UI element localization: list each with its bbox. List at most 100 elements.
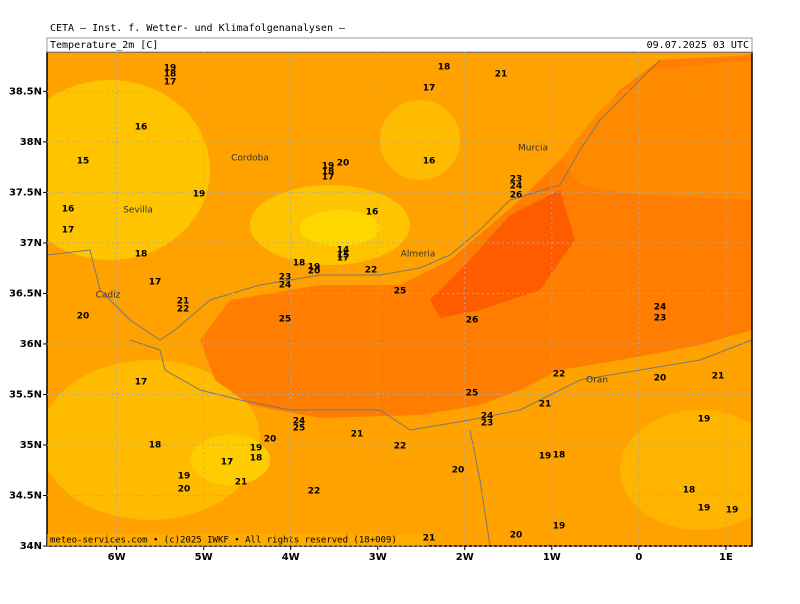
contour-label: 16 xyxy=(423,157,436,167)
contour-label: 24 xyxy=(481,412,494,422)
x-tick-label: 0 xyxy=(635,552,642,563)
contour-label: 19 xyxy=(726,506,739,516)
contour-label: 17 xyxy=(164,78,177,88)
contour-label: 15 xyxy=(337,251,350,261)
contour-label: 20 xyxy=(452,466,465,476)
contour-label: 19 xyxy=(250,444,263,454)
x-tick-label: 4W xyxy=(282,552,300,563)
place-label: Oran xyxy=(586,376,608,386)
y-tick-label: 38.5N xyxy=(9,86,42,97)
place-label: Cordoba xyxy=(231,154,269,164)
contour-label: 23 xyxy=(654,314,667,324)
contour-label: 19 xyxy=(553,522,566,532)
place-label: Murcia xyxy=(518,144,548,154)
contour-label: 17 xyxy=(149,278,162,288)
contour-label: 20 xyxy=(308,267,321,277)
contour-label: 18 xyxy=(438,63,451,73)
x-tick-label: 2W xyxy=(456,552,474,563)
contour-label: 24 xyxy=(293,417,306,427)
contour-label: 16 xyxy=(62,205,75,215)
place-label: Cadiz xyxy=(96,291,121,301)
footer-bg xyxy=(47,534,427,546)
y-tick-label: 38N xyxy=(20,137,42,148)
y-tick-label: 36N xyxy=(20,339,42,350)
header: CETA – Inst. f. Wetter- und Klimafolgena… xyxy=(50,23,346,34)
contour-label: 19 xyxy=(698,504,711,514)
contour-label: 23 xyxy=(481,419,494,429)
contour-label: 16 xyxy=(135,123,148,133)
contour-label: 18 xyxy=(293,259,306,269)
contour-label: 18 xyxy=(553,451,566,461)
contour-label: 19 xyxy=(698,415,711,425)
contour-label: 25 xyxy=(293,424,306,434)
x-tick-label: 1W xyxy=(543,552,561,563)
contour-label: 21 xyxy=(495,70,508,80)
y-tick-label: 37.5N xyxy=(9,187,42,198)
contour-label: 21 xyxy=(712,372,725,382)
place-label: Almeria xyxy=(401,250,436,260)
y-tick-label: 34.5N xyxy=(9,490,42,501)
contour-label: 23 xyxy=(510,175,523,185)
contour-label: 18 xyxy=(164,70,177,80)
contour-label: 20 xyxy=(510,531,523,541)
contour-label: 21 xyxy=(539,400,552,410)
contour-label: 19 xyxy=(539,452,552,462)
contour-label: 22 xyxy=(308,487,321,497)
contour-label: 26 xyxy=(510,191,523,201)
contour-label: 18 xyxy=(250,454,263,464)
contour-label: 20 xyxy=(178,485,191,495)
y-tick-label: 36.5N xyxy=(9,288,42,299)
contour-label: 20 xyxy=(77,312,90,322)
variable-title: Temperature_2m [C] xyxy=(50,40,158,51)
contour-label: 20 xyxy=(337,159,350,169)
contour-label: 23 xyxy=(279,273,292,283)
contour-label: 18 xyxy=(149,441,162,451)
x-tick-label: 6W xyxy=(108,552,126,563)
contour-label: 21 xyxy=(177,297,190,307)
contour-label: 21 xyxy=(235,478,248,488)
contour-label: 17 xyxy=(221,458,234,468)
contour-label: 22 xyxy=(177,305,190,315)
x-tick-label: 5W xyxy=(195,552,213,563)
title-bar xyxy=(46,37,753,53)
date: 09.07.2025 03 UTC xyxy=(647,40,749,51)
y-tick-label: 37N xyxy=(20,238,42,249)
contour-label: 18 xyxy=(322,168,335,178)
x-tick-label: 1E xyxy=(719,552,733,563)
contour-label: 18 xyxy=(135,250,148,260)
contour-label: 19 xyxy=(164,64,177,74)
contour-label: 17 xyxy=(62,226,75,236)
contour-label: 22 xyxy=(365,266,378,276)
place-label: Sevilla xyxy=(123,206,153,216)
contour-label: 17 xyxy=(337,254,350,264)
contour-label: 20 xyxy=(264,435,277,445)
contour-label: 24 xyxy=(279,281,292,291)
footer: meteo-services.com • (c)2025 IWKF • All … xyxy=(50,536,397,546)
temperature-field xyxy=(47,52,752,546)
contour-label: 22 xyxy=(394,442,407,452)
contour-label: 15 xyxy=(77,157,90,167)
contour-label: 21 xyxy=(423,534,436,544)
contour-label: 19 xyxy=(308,263,321,273)
contour-label: 24 xyxy=(654,303,667,313)
contour-label: 22 xyxy=(553,370,566,380)
y-tick-label: 35N xyxy=(20,440,42,451)
contour-label: 20 xyxy=(654,374,667,384)
contour-label: 17 xyxy=(135,378,148,388)
contour-label: 24 xyxy=(510,182,523,192)
contour-label: 25 xyxy=(394,287,407,297)
contour-label: 18 xyxy=(683,486,696,496)
contour-label: 25 xyxy=(279,315,292,325)
contour-label: 25 xyxy=(466,389,479,399)
y-tick-label: 34N xyxy=(20,541,42,552)
contour-label: 19 xyxy=(193,190,206,200)
contour-label: 21 xyxy=(351,430,364,440)
contour-label: 14 xyxy=(337,246,350,256)
contour-label: 17 xyxy=(423,84,436,94)
contour-label: 26 xyxy=(466,316,479,326)
contour-label: 19 xyxy=(178,472,191,482)
contour-label: 17 xyxy=(322,173,335,183)
x-tick-label: 3W xyxy=(369,552,387,563)
contour-label: 19 xyxy=(322,162,335,172)
